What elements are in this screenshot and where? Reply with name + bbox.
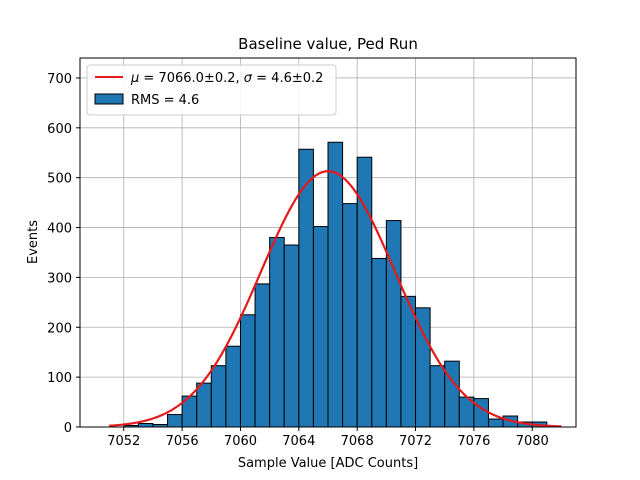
x-axis-label: Sample Value [ADC Counts] xyxy=(238,456,418,471)
legend-sigma-value: = 4.6±0.2 xyxy=(252,71,323,86)
x-tick-label: 7068 xyxy=(341,434,374,449)
legend-box xyxy=(86,64,337,116)
histogram-bar xyxy=(239,314,256,428)
chart-title: Baseline value, Ped Run xyxy=(238,35,418,53)
histogram-bar xyxy=(283,244,300,428)
y-tick-label: 200 xyxy=(47,321,72,336)
histogram-bar xyxy=(225,345,241,428)
legend: μ = 7066.0±0.2, σ = 4.6±0.2 RMS = 4.6 xyxy=(86,64,337,116)
histogram-bar xyxy=(167,414,183,428)
x-axis-ticks: 7052 7056 7060 7064 7068 7072 7076 7080 xyxy=(107,427,549,449)
histogram-bar xyxy=(444,360,460,428)
y-tick-label: 400 xyxy=(47,222,72,237)
histogram-bar xyxy=(269,237,285,428)
x-tick-label: 7060 xyxy=(224,434,257,449)
legend-histogram-label: RMS = 4.6 xyxy=(131,93,199,108)
legend-histogram-swatch xyxy=(94,93,124,105)
y-tick-label: 500 xyxy=(47,172,72,187)
histogram-bar xyxy=(385,220,402,428)
y-tick-label: 100 xyxy=(47,371,72,386)
histogram-bar xyxy=(137,423,154,428)
histogram-bar xyxy=(400,295,417,428)
histogram-bars xyxy=(123,141,548,428)
histogram-bar xyxy=(473,398,489,428)
y-axis-label: Events xyxy=(26,220,41,264)
gaussian-fit-curve xyxy=(109,170,562,428)
fit-curve-layer xyxy=(109,170,562,428)
histogram-bar xyxy=(327,141,344,428)
plot-frame xyxy=(79,57,577,428)
histogram-bar xyxy=(342,203,358,428)
y-tick-label: 0 xyxy=(64,421,72,436)
y-tick-label: 300 xyxy=(47,271,72,286)
histogram-bar xyxy=(487,418,504,428)
x-tick-label: 7072 xyxy=(399,434,432,449)
histogram-bar xyxy=(429,365,446,428)
x-tick-label: 7064 xyxy=(282,434,315,449)
y-tick-label: 700 xyxy=(47,72,72,87)
legend-sigma-symbol: σ xyxy=(244,71,253,86)
x-tick-label: 7080 xyxy=(516,434,549,449)
x-tick-label: 7052 xyxy=(107,434,140,449)
legend-mu-symbol: μ xyxy=(130,71,139,86)
histogram-bar xyxy=(415,307,431,428)
histogram-bar xyxy=(254,283,271,428)
legend-fit-label: μ = 7066.0±0.2, σ = 4.6±0.2 xyxy=(130,71,323,86)
histogram-bar xyxy=(196,382,212,428)
x-tick-label: 7076 xyxy=(457,434,490,449)
x-tick-label: 7056 xyxy=(166,434,199,449)
legend-mu-value: = 7066.0±0.2, xyxy=(139,71,243,86)
histogram-bar xyxy=(371,257,387,428)
y-axis-ticks: 0 100 200 300 400 500 600 700 xyxy=(47,72,80,436)
histogram-bar xyxy=(312,226,329,428)
y-tick-label: 600 xyxy=(47,122,72,137)
histogram-bar xyxy=(210,365,227,428)
